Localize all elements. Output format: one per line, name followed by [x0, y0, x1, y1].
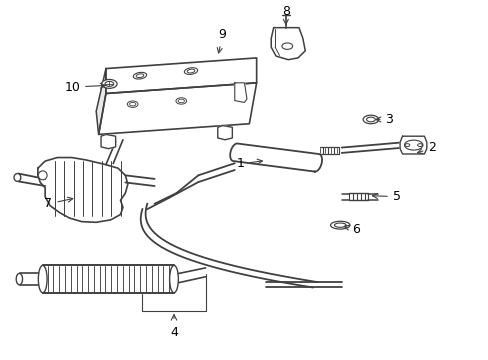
Ellipse shape — [363, 115, 378, 124]
Text: 5: 5 — [372, 190, 400, 203]
Polygon shape — [101, 134, 116, 149]
Text: 2: 2 — [417, 141, 435, 154]
Ellipse shape — [38, 265, 47, 293]
Polygon shape — [99, 83, 256, 134]
Ellipse shape — [330, 221, 349, 229]
Ellipse shape — [38, 171, 47, 180]
Text: 3: 3 — [375, 113, 392, 126]
Text: 4: 4 — [170, 327, 178, 339]
Ellipse shape — [102, 80, 117, 88]
Text: 1: 1 — [236, 157, 262, 170]
Text: 8: 8 — [281, 5, 289, 24]
Ellipse shape — [169, 265, 178, 293]
Polygon shape — [42, 265, 174, 293]
Text: 9: 9 — [217, 28, 226, 53]
Polygon shape — [96, 69, 106, 134]
Polygon shape — [234, 83, 246, 102]
Ellipse shape — [282, 43, 292, 49]
Text: 6: 6 — [344, 223, 360, 236]
Polygon shape — [217, 126, 232, 140]
Ellipse shape — [14, 174, 21, 181]
Ellipse shape — [16, 273, 22, 285]
Text: 10: 10 — [64, 81, 105, 94]
Text: 7: 7 — [44, 197, 73, 210]
Polygon shape — [38, 158, 127, 222]
Polygon shape — [271, 28, 305, 60]
Ellipse shape — [366, 117, 374, 122]
Polygon shape — [230, 144, 322, 172]
Ellipse shape — [105, 81, 114, 86]
Polygon shape — [399, 136, 426, 154]
Ellipse shape — [334, 223, 346, 227]
Polygon shape — [106, 58, 256, 94]
